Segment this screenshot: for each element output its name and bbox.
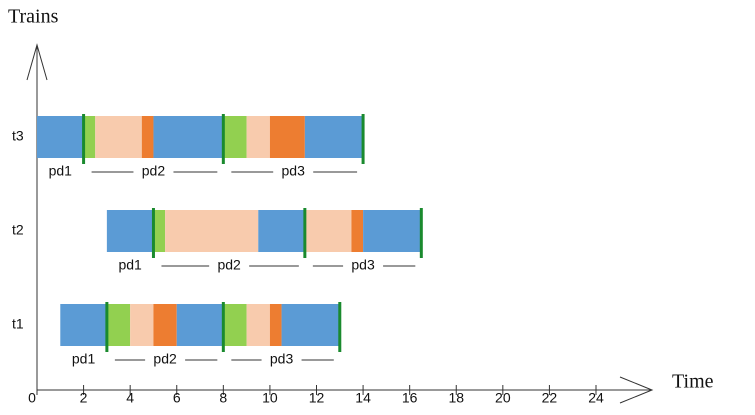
period-label: pd1 — [72, 351, 96, 367]
segment — [95, 116, 142, 158]
segment — [153, 210, 166, 252]
period-label: pd3 — [282, 163, 306, 179]
period-label: pd1 — [118, 257, 142, 273]
segment — [153, 116, 224, 158]
train-label: t1 — [12, 316, 24, 332]
segment — [141, 116, 154, 158]
period-label: pd3 — [351, 257, 375, 273]
x-tick-label: 10 — [262, 390, 278, 406]
x-tick-label: 18 — [448, 390, 464, 406]
y-axis-arrow — [26, 43, 48, 81]
segment — [83, 116, 96, 158]
x-tick-label: 22 — [542, 390, 558, 406]
segment — [351, 210, 364, 252]
period-label: pd3 — [270, 351, 294, 367]
segment — [363, 210, 422, 252]
x-tick-label: 14 — [355, 390, 371, 406]
train-label: t2 — [12, 222, 24, 238]
segment — [246, 304, 270, 346]
segment — [106, 210, 154, 252]
x-tick-label: 24 — [588, 390, 604, 406]
segment — [106, 304, 131, 346]
segment — [304, 116, 364, 158]
period-label: pd2 — [217, 257, 241, 273]
train-label: t3 — [12, 128, 24, 144]
period-label: pd2 — [153, 351, 177, 367]
x-axis-arrow — [619, 376, 654, 404]
x-tick-label: 16 — [402, 390, 418, 406]
x-tick-label: 20 — [495, 390, 511, 406]
segment — [281, 304, 340, 346]
x-tick-label: 4 — [126, 390, 134, 406]
segment — [176, 304, 224, 346]
period-label: pd1 — [49, 163, 73, 179]
x-tick-label: 6 — [173, 390, 181, 406]
segment — [223, 304, 247, 346]
x-axis-label: Time — [672, 371, 714, 393]
x-tick-label: 8 — [219, 390, 227, 406]
period-label: pd2 — [142, 163, 166, 179]
x-tick-label: 12 — [309, 390, 325, 406]
segment — [165, 210, 259, 252]
segment — [60, 304, 107, 346]
segment — [153, 304, 177, 346]
segment — [269, 304, 282, 346]
segment — [269, 116, 305, 158]
segment — [246, 116, 270, 158]
segment — [37, 116, 84, 158]
segment — [304, 210, 352, 252]
x-tick-label: 2 — [80, 390, 88, 406]
segment — [223, 116, 247, 158]
segment — [130, 304, 154, 346]
y-axis-label: Trains — [8, 6, 59, 28]
segment — [258, 210, 305, 252]
x-tick-label: 0 — [28, 390, 36, 406]
